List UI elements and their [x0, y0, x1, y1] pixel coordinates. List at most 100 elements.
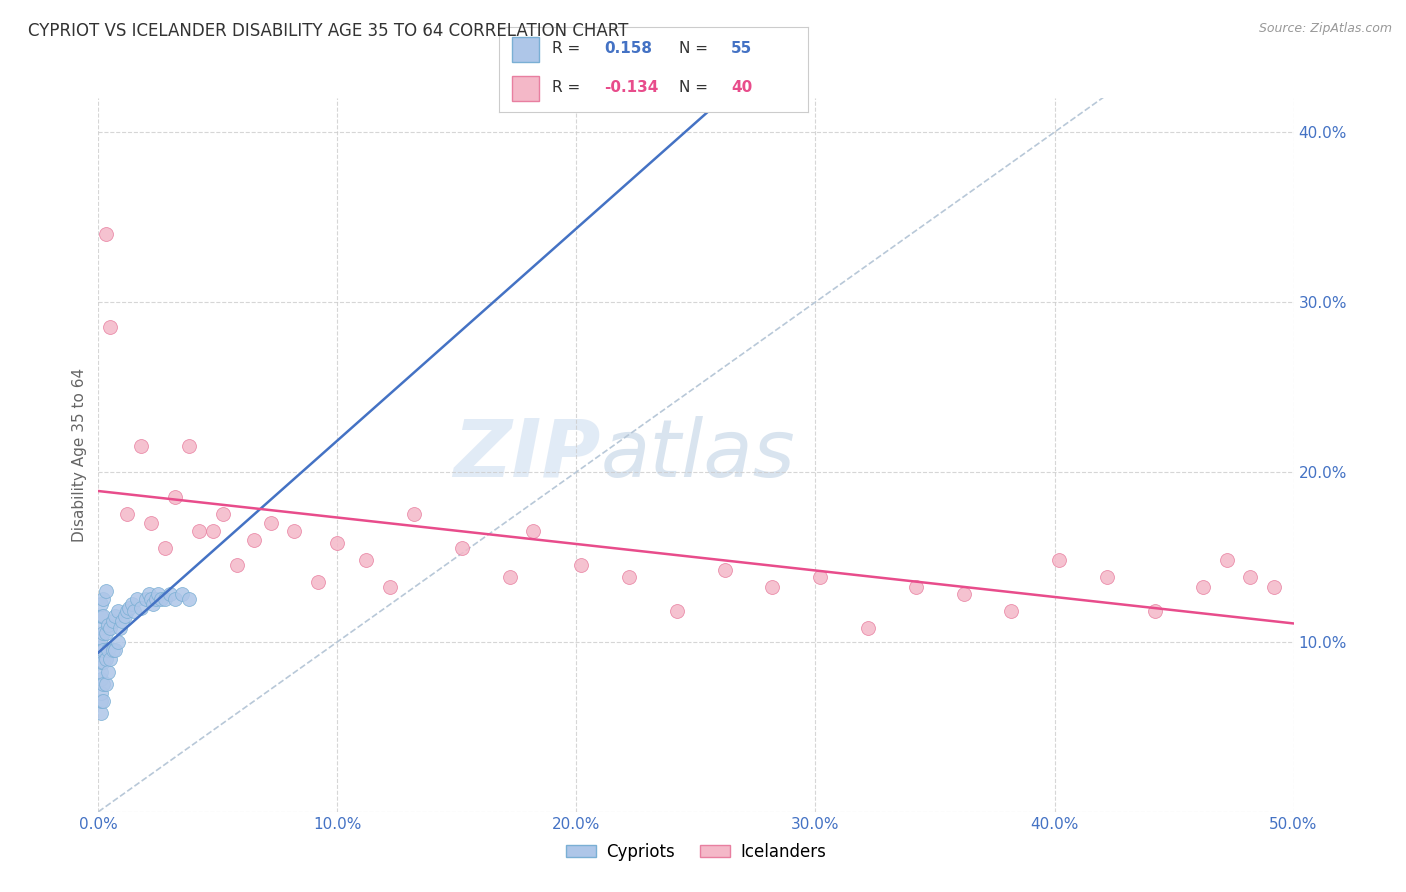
Point	[139, 516, 162, 530]
Point	[522, 524, 544, 539]
Point	[94, 626, 117, 640]
Point	[283, 524, 305, 539]
Point	[90, 598, 112, 612]
Point	[90, 706, 112, 721]
Point	[1000, 604, 1022, 618]
Point	[91, 609, 114, 624]
Point	[101, 615, 124, 629]
Point	[307, 575, 329, 590]
Point	[98, 621, 122, 635]
Point	[856, 621, 879, 635]
Point	[135, 592, 157, 607]
Point	[243, 533, 266, 547]
Point	[179, 439, 201, 453]
Point	[90, 694, 112, 708]
Point	[617, 570, 640, 584]
Point	[172, 587, 194, 601]
Point	[91, 643, 114, 657]
Text: 0.158: 0.158	[605, 41, 652, 56]
Point	[108, 621, 131, 635]
Point	[226, 558, 249, 573]
Point	[148, 587, 170, 601]
Point	[118, 600, 141, 615]
Point	[97, 665, 120, 680]
Point	[114, 609, 136, 624]
Point	[90, 648, 112, 663]
Point	[139, 592, 162, 607]
Point	[125, 592, 148, 607]
Text: 40: 40	[731, 80, 752, 95]
Point	[259, 516, 281, 530]
Text: Source: ZipAtlas.com: Source: ZipAtlas.com	[1258, 22, 1392, 36]
Point	[90, 621, 112, 635]
Point	[97, 617, 120, 632]
Point	[94, 583, 117, 598]
Point	[1143, 604, 1166, 618]
Point	[149, 592, 172, 607]
Point	[179, 592, 201, 607]
Point	[326, 536, 349, 550]
Point	[91, 592, 114, 607]
Point	[124, 604, 146, 618]
Point	[98, 652, 122, 666]
Text: -0.134: -0.134	[605, 80, 658, 95]
Point	[104, 609, 127, 624]
Point	[155, 541, 177, 556]
Point	[90, 686, 112, 700]
Y-axis label: Disability Age 35 to 64: Disability Age 35 to 64	[72, 368, 87, 542]
Point	[1215, 553, 1237, 567]
FancyBboxPatch shape	[512, 76, 540, 102]
Point	[90, 632, 112, 646]
Point	[107, 604, 129, 618]
Point	[211, 508, 233, 522]
Point	[378, 581, 401, 595]
Point	[402, 508, 425, 522]
Point	[904, 581, 927, 595]
Text: 55: 55	[731, 41, 752, 56]
Point	[713, 564, 735, 578]
Point	[569, 558, 592, 573]
Point	[163, 592, 186, 607]
Point	[145, 592, 167, 607]
Point	[91, 655, 114, 669]
Point	[138, 587, 160, 601]
Point	[155, 592, 177, 607]
Point	[115, 604, 138, 618]
Point	[1191, 581, 1213, 595]
Point	[91, 626, 114, 640]
Point	[163, 491, 186, 505]
Point	[104, 643, 127, 657]
Point	[91, 694, 114, 708]
Point	[1095, 570, 1118, 584]
Point	[111, 615, 134, 629]
Point	[952, 587, 974, 601]
Legend: Cypriots, Icelanders: Cypriots, Icelanders	[560, 837, 832, 868]
Point	[808, 570, 831, 584]
Point	[131, 600, 153, 615]
Point	[187, 524, 209, 539]
Text: R =: R =	[551, 41, 585, 56]
Point	[761, 581, 783, 595]
Point	[90, 672, 112, 686]
FancyBboxPatch shape	[512, 37, 540, 62]
Point	[90, 640, 112, 654]
Point	[94, 652, 117, 666]
Point	[107, 635, 129, 649]
Text: ZIP: ZIP	[453, 416, 600, 494]
Text: CYPRIOT VS ICELANDER DISABILITY AGE 35 TO 64 CORRELATION CHART: CYPRIOT VS ICELANDER DISABILITY AGE 35 T…	[28, 22, 628, 40]
Point	[94, 677, 117, 691]
Text: N =: N =	[679, 80, 713, 95]
Point	[97, 643, 120, 657]
Point	[159, 587, 181, 601]
Point	[90, 655, 112, 669]
Point	[98, 320, 122, 334]
Point	[115, 508, 138, 522]
Point	[450, 541, 472, 556]
Point	[1263, 581, 1285, 595]
Point	[202, 524, 225, 539]
Point	[90, 609, 112, 624]
Point	[498, 570, 520, 584]
Point	[354, 553, 377, 567]
Point	[91, 677, 114, 691]
Point	[142, 598, 165, 612]
